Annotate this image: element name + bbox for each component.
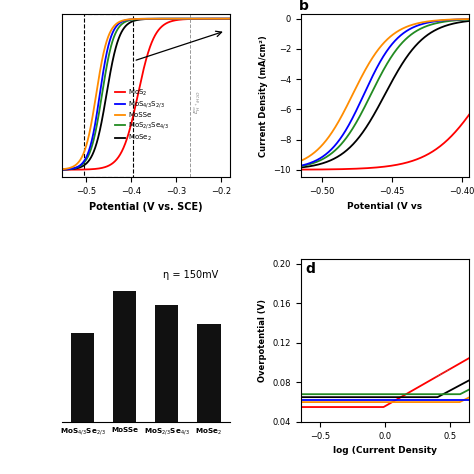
Bar [198, 324, 220, 422]
Bar [71, 333, 94, 422]
Y-axis label: Current Density (mA/cm²): Current Density (mA/cm²) [259, 35, 268, 156]
Text: $E^{o}_{H^+/H_2O}$: $E^{o}_{H^+/H_2O}$ [192, 90, 203, 113]
X-axis label: log (Current Density: log (Current Density [333, 446, 437, 455]
Bar [84, 14, 134, 177]
Text: b: b [299, 0, 309, 13]
Bar [113, 292, 137, 422]
X-axis label: Potential (V vs: Potential (V vs [347, 201, 423, 210]
Y-axis label: Overpotential (V): Overpotential (V) [258, 299, 267, 382]
Legend: MoS$_2$, MoS$_{4/3}$S$_{2/3}$, MoSSe, MoS$_{2/3}$Se$_{4/3}$, MoSe$_2$: MoS$_2$, MoS$_{4/3}$S$_{2/3}$, MoSSe, Mo… [112, 85, 172, 146]
Text: d: d [306, 262, 316, 276]
Text: η = 150mV: η = 150mV [163, 270, 218, 280]
Bar [155, 305, 179, 422]
X-axis label: Potential (V vs. SCE): Potential (V vs. SCE) [89, 201, 203, 211]
